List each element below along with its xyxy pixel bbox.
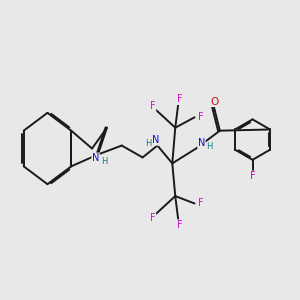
Text: F: F: [250, 171, 256, 181]
Text: H: H: [145, 139, 152, 148]
Text: F: F: [150, 101, 156, 111]
Text: N: N: [92, 153, 99, 163]
Text: F: F: [177, 220, 182, 230]
Text: O: O: [210, 97, 219, 106]
Text: F: F: [177, 94, 182, 104]
Text: F: F: [150, 213, 156, 224]
Text: F: F: [198, 112, 204, 122]
Text: H: H: [101, 157, 108, 166]
Text: F: F: [198, 199, 204, 208]
Text: N: N: [198, 138, 205, 148]
Text: H: H: [206, 142, 213, 151]
Text: N: N: [152, 135, 160, 145]
